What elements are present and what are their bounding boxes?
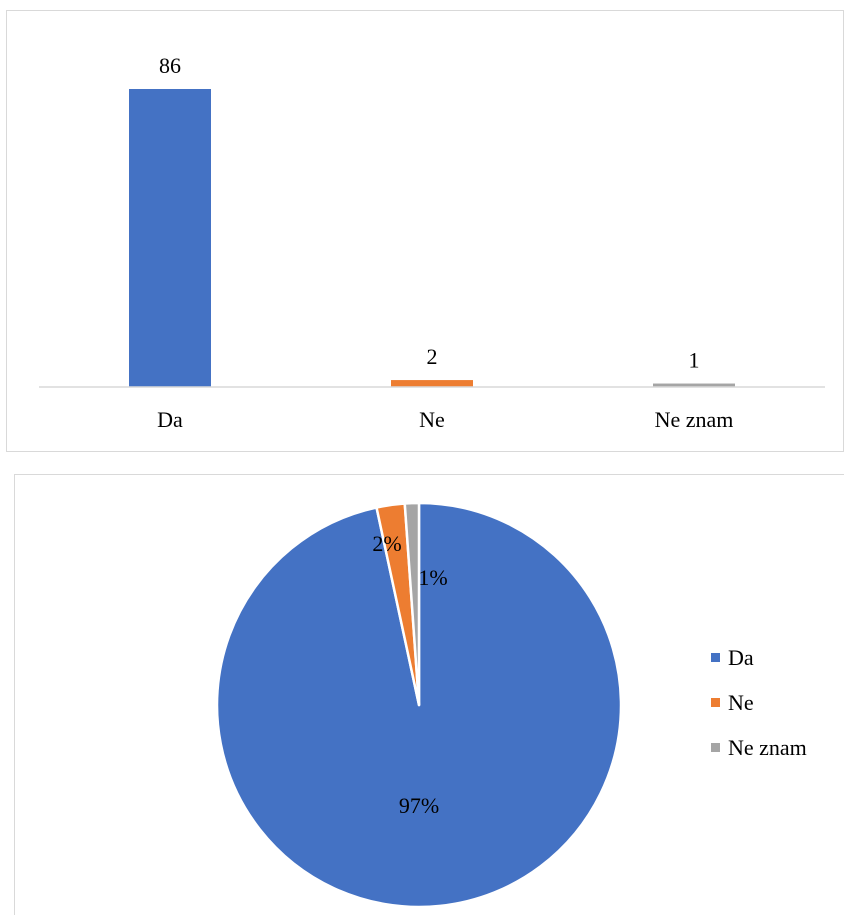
bar-ne-znam [653, 383, 735, 387]
legend-label: Ne znam [728, 734, 807, 760]
legend-swatch [711, 698, 720, 707]
bar-data-label: 86 [159, 53, 181, 78]
legend-label: Ne [728, 689, 754, 715]
bar-data-label: 1 [689, 348, 700, 373]
pie-data-label: 97% [399, 793, 439, 818]
bar-category-label: Da [157, 407, 183, 432]
pie-chart: 97% 2% 1% [215, 501, 623, 909]
pie-chart-panel: 97% 2% 1% Da Ne Ne znam [14, 474, 844, 915]
bar-chart: 86 Da 2 Ne 1 Ne znam [39, 53, 825, 432]
pie-data-label: 1% [418, 565, 447, 590]
legend-item: Da [711, 635, 807, 680]
pie-slice-ne-znam [403, 501, 421, 707]
bar-chart-panel: 86 Da 2 Ne 1 Ne znam [6, 10, 844, 452]
bar-data-label: 2 [427, 344, 438, 369]
bar-da [129, 89, 211, 387]
bar-category-label: Ne znam [655, 407, 734, 432]
legend-swatch [711, 653, 720, 662]
bar-category-label: Ne [419, 407, 445, 432]
legend-label: Da [728, 644, 754, 670]
bar-ne [391, 380, 473, 387]
pie-legend: Da Ne Ne znam [711, 635, 807, 770]
legend-item: Ne znam [711, 725, 807, 770]
legend-item: Ne [711, 680, 807, 725]
pie-data-label: 2% [372, 531, 401, 556]
legend-swatch [711, 743, 720, 752]
